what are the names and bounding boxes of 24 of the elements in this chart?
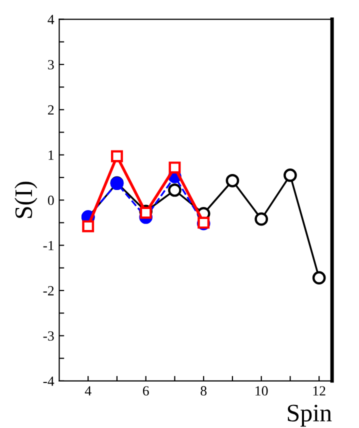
x-tick-label: 12 xyxy=(313,386,326,396)
x-tick-label: 4 xyxy=(84,386,92,396)
point xyxy=(254,212,268,226)
x-tick-label: 10 xyxy=(256,386,268,396)
y-tick-label: 0 xyxy=(48,196,54,206)
y-tick-label: -2 xyxy=(43,286,54,296)
y-tick-label: 4 xyxy=(48,14,54,24)
point xyxy=(226,174,240,188)
y-tick-label: -1 xyxy=(43,240,54,250)
point xyxy=(284,168,297,182)
point xyxy=(168,162,181,174)
y-tick-label: -3 xyxy=(43,331,54,341)
y-tick-label: 1 xyxy=(48,150,54,160)
x-axis-title: Spin xyxy=(288,404,332,427)
y-tick-label: -4 xyxy=(43,376,54,386)
point xyxy=(82,220,94,232)
point xyxy=(312,271,326,285)
y-tick-label: 3 xyxy=(48,60,54,70)
y-axis-title: S(I) xyxy=(14,182,38,218)
x-tick-label: 8 xyxy=(200,386,207,396)
x-tick-label: 6 xyxy=(142,386,149,396)
y-tick-label: 2 xyxy=(48,105,54,114)
point xyxy=(168,183,182,197)
point xyxy=(111,150,123,162)
